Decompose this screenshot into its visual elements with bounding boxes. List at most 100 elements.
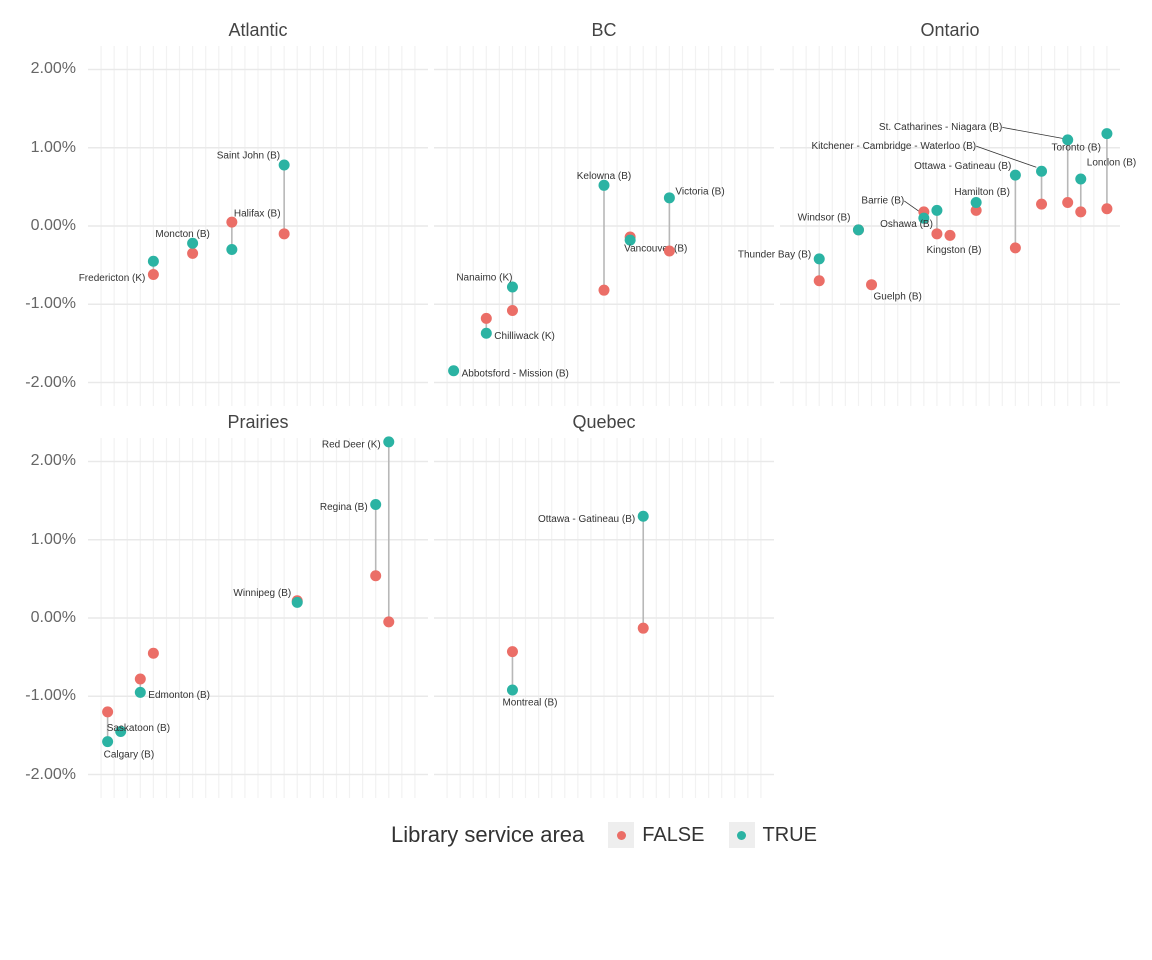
point-false [814, 275, 825, 286]
point-true [481, 328, 492, 339]
point-true [448, 365, 459, 376]
point-label: Kelowna (B) [577, 171, 631, 182]
point-false [148, 648, 159, 659]
point-label: Ottawa - Gatineau (B) [538, 514, 635, 525]
point-false [1010, 242, 1021, 253]
point-true [971, 197, 982, 208]
point-true [102, 736, 113, 747]
point-true [853, 224, 864, 235]
point-false [135, 674, 146, 685]
plot-svg: Abbotsford - Mission (B) Chilliwack (K) Na… [434, 46, 774, 406]
plot-area: Fredericton (K)Moncton (B)Halifax (B)Sai… [88, 46, 428, 406]
legend: Library service area FALSE TRUE [88, 804, 1120, 848]
panel: BC Abbotsford - Mission (B) Chilliwack (K)… [434, 20, 774, 406]
point-false [664, 246, 675, 257]
y-tick-label: 0.00% [31, 217, 76, 235]
point-label: Calgary (B) [104, 749, 155, 760]
plot-svg: Thunder Bay (B)Windsor (B)Guelph (B)Barr… [780, 46, 1120, 406]
point-false [866, 279, 877, 290]
point-true [1075, 174, 1086, 185]
point-false [1036, 199, 1047, 210]
point-true [226, 244, 237, 255]
point-label: Halifax (B) [234, 209, 281, 220]
panel: OntarioThunder Bay (B)Windsor (B)Guelph … [780, 20, 1120, 406]
point-false [599, 285, 610, 296]
point-false [507, 305, 518, 316]
point-false [187, 248, 198, 259]
point-label: Regina (B) [320, 502, 368, 513]
plot-svg: Calgary (B) Saskatoon (B) Edmonton (B) Winn… [88, 438, 428, 798]
point-true [383, 436, 394, 447]
point-false [148, 269, 159, 280]
point-false [102, 706, 113, 717]
point-label: Windsor (B) [798, 213, 851, 224]
y-tick-label: -2.00% [25, 374, 76, 392]
point-true [507, 685, 518, 696]
point-true [1010, 170, 1021, 181]
point-false [481, 313, 492, 324]
legend-item-label: TRUE [763, 824, 817, 847]
point-false [370, 570, 381, 581]
point-true [1101, 128, 1112, 139]
point-false [931, 228, 942, 239]
point-label: London (B) [1087, 158, 1136, 169]
point-label: Moncton (B) [155, 229, 209, 240]
point-label: St. Catharines - Niagara (B) [879, 122, 1002, 133]
y-axis: 2.00%1.00%0.00%-1.00%-2.00% [20, 412, 82, 798]
y-tick-label: 1.00% [31, 139, 76, 157]
point-false [279, 228, 290, 239]
point-label: Montreal (B) [502, 698, 557, 709]
plot-area: Abbotsford - Mission (B) Chilliwack (K) Na… [434, 46, 774, 406]
point-label: Oshawa (B) [880, 219, 933, 230]
point-label: Guelph (B) [874, 291, 922, 302]
point-label: Toronto (B) [1051, 142, 1100, 153]
point-label: Kingston (B) [926, 245, 981, 256]
y-tick-label: 1.00% [31, 531, 76, 549]
panel-title: BC [434, 20, 774, 46]
point-false [1062, 197, 1073, 208]
plot-svg: Montreal (B) Ottawa - Gatineau (B) [434, 438, 774, 798]
point-label: Vancouver (B) [624, 244, 687, 255]
point-false [1075, 206, 1086, 217]
point-true [814, 253, 825, 264]
legend-item: FALSE [608, 822, 704, 848]
point-label: Winnipeg (B) [233, 588, 291, 599]
legend-swatch [729, 822, 755, 848]
legend-dot-icon [737, 831, 746, 840]
panel: QuebecMontreal (B)Ottawa - Gatineau (B) [434, 412, 774, 798]
point-true [931, 205, 942, 216]
y-tick-label: 2.00% [31, 60, 76, 78]
point-label: Saint John (B) [217, 151, 280, 162]
legend-item-label: FALSE [642, 824, 704, 847]
point-true [638, 511, 649, 522]
y-axis: 2.00% 1.00% 0.00% -1.00% -2.00% [20, 20, 82, 406]
point-label: Saskatoon (B) [107, 723, 170, 734]
panel-title: Prairies [88, 412, 428, 438]
point-true [1036, 166, 1047, 177]
point-label: Kitchener - Cambridge - Waterloo (B) [811, 141, 976, 152]
point-label: Abbotsford - Mission (B) [462, 368, 569, 379]
point-label: Fredericton (K) [79, 273, 146, 284]
y-tick-label: -2.00% [25, 766, 76, 784]
point-false [383, 616, 394, 627]
point-label: Nanaimo (K) [456, 273, 512, 284]
panel: Prairies Calgary (B) Saskatoon (B) Edmonton… [88, 412, 428, 798]
legend-title: Library service area [391, 822, 584, 848]
point-label: Chilliwack (K) [494, 331, 555, 342]
panel-title: Atlantic [88, 20, 428, 46]
point-label: Victoria (B) [675, 186, 724, 197]
plot-svg: Fredericton (K)Moncton (B)Halifax (B)Sai… [88, 46, 428, 406]
point-true [370, 499, 381, 510]
plot-area: Calgary (B) Saskatoon (B) Edmonton (B) Winn… [88, 438, 428, 798]
point-false [1101, 203, 1112, 214]
panel: AtlanticFredericton (K)Moncton (B)Halifa… [88, 20, 428, 406]
legend-dot-icon [617, 831, 626, 840]
point-false [945, 230, 956, 241]
legend-item: TRUE [729, 822, 817, 848]
point-label: Edmonton (B) [148, 690, 210, 701]
point-false [507, 646, 518, 657]
point-false [638, 623, 649, 634]
point-true [292, 597, 303, 608]
y-tick-label: -1.00% [25, 295, 76, 313]
y-tick-label: -1.00% [25, 687, 76, 705]
